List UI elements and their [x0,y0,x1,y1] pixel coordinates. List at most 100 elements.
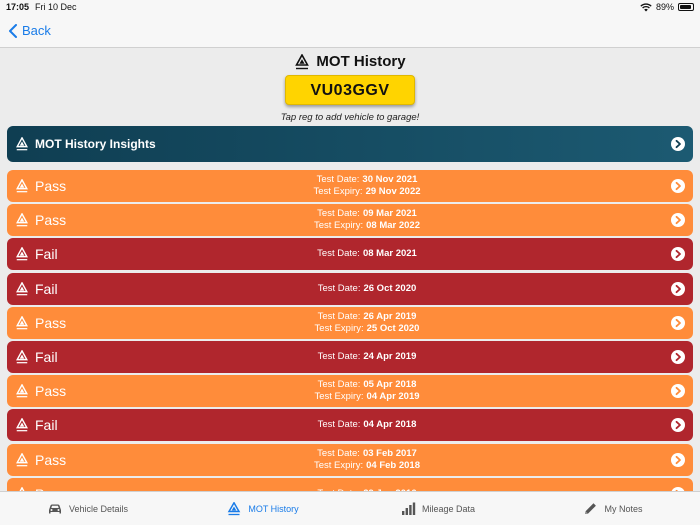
test-date-value: 09 Mar 2021 [362,208,417,220]
chevron-circle-right-icon [671,418,685,433]
tab-label: MOT History [248,503,299,514]
insights-label: MOT History Insights [35,137,156,151]
mot-icon [16,179,28,193]
battery-fill [680,5,691,9]
mot-logo-icon [295,53,310,69]
test-result: Pass [35,178,67,194]
pencil-icon [585,502,597,514]
test-date-label: Test Date: [316,174,360,185]
mot-icon [16,247,28,261]
test-dates: Test Date: 05 Apr 2018 Test Expiry: 04 Apr … [297,379,437,403]
battery-percent: 89% [655,2,674,12]
test-date-value: 04 Apr 2018 [363,419,417,431]
mot-test-row[interactable]: Pass Test Date: 09 Mar 2021 Test Expiry: 08 … [7,204,693,237]
mot-icon [16,452,28,466]
nav-bar: Back [0,14,700,48]
test-dates: Test Date: 30 Nov 2021 Test Expiry: 29 Nov … [297,174,437,198]
back-button[interactable]: Back [8,23,51,38]
test-expiry-value: 29 Nov 2022 [365,186,421,197]
mot-test-row[interactable]: Pass Test Date: 03 Feb 2017 Test Expiry: 04 … [7,443,693,476]
mot-icon [16,384,28,398]
test-date-label: Test Date: [317,488,360,491]
tab-bar: Vehicle Details MOT History Mileage Data… [0,491,700,525]
mot-test-list[interactable]: Pass Test Date: 30 Nov 2021 Test Expiry: 29 … [7,170,693,491]
test-expiry-label: Test Expiry: [313,186,363,197]
test-expiry-value: 25 Oct 2020 [366,322,420,334]
test-expiry-value: 04 Feb 2018 [366,459,420,471]
test-date-label: Test Date: [317,208,360,220]
chevron-circle-right-icon [671,486,685,491]
test-expiry-label: Test Expiry: [314,220,364,232]
test-date-label: Test Date: [317,282,361,294]
test-date-label: Test Date: [317,419,361,431]
test-date-value: 30 Nov 2021 [362,174,418,185]
test-date-value: 24 Apr 2019 [363,350,417,362]
car-icon [48,504,61,513]
test-date-value: 26 Apr 2019 [363,310,417,322]
chevron-circle-right-icon [671,384,685,399]
test-result: Fail [35,280,58,297]
mot-test-row[interactable]: Fail Test Date: 24 Apr 2019 [7,340,693,373]
chevron-circle-right-icon [671,349,685,364]
chevron-circle-right-icon [671,452,685,467]
tab-my-notes[interactable]: My Notes [525,492,700,525]
registration-plate[interactable]: VU03GGV [285,75,415,105]
test-expiry-label: Test Expiry: [314,391,364,403]
status-time: 17:05 [6,2,30,12]
mot-test-row[interactable]: Fail Test Date: 08 Mar 2021 [7,238,693,271]
test-expiry-value: 08 Mar 2022 [366,220,420,232]
mot-icon [16,213,28,227]
test-date-value: 29 Jan 2016 [363,488,416,491]
chevron-circle-right-icon [671,281,685,296]
test-dates: Test Date:29 Jan 2016 [297,488,437,491]
test-expiry-label: Test Expiry: [314,459,364,471]
mot-test-row[interactable]: Pass Test Date: 30 Nov 2021 Test Expiry: 29 … [7,170,693,202]
test-date-value: 26 Oct 2020 [363,282,417,294]
test-result: Fail [35,246,58,263]
test-dates: Test Date: 03 Feb 2017 Test Expiry: 04 Feb … [297,448,437,472]
chevron-circle-right-icon [671,315,685,330]
tab-mot-history[interactable]: MOT History [175,492,350,525]
test-result: Pass [35,212,67,229]
test-dates: Test Date: 08 Mar 2021 [297,248,437,260]
mot-icon [16,281,28,295]
test-date-value: 05 Apr 2018 [363,379,417,391]
test-result: Fail [35,417,58,434]
test-date-label: Test Date: [317,310,361,322]
mot-icon [16,137,28,151]
status-date: Fri 10 Dec [35,2,77,12]
tab-vehicle-details[interactable]: Vehicle Details [0,492,175,525]
test-result: Fail [35,348,58,365]
mot-icon [16,349,28,364]
chevron-circle-right-icon [671,213,685,228]
bar-chart-icon [401,502,416,515]
test-result: Pass [35,314,67,331]
battery-icon [678,3,694,11]
test-expiry-value: 04 Apr 2019 [366,391,420,403]
chevron-left-icon [9,23,17,38]
page-header: MOT History VU03GGV Tap reg to add vehic… [0,48,700,126]
test-date-value: 08 Mar 2021 [362,248,417,260]
chevron-circle-right-icon [671,179,685,193]
mot-test-row[interactable]: Pass Test Date: 05 Apr 2018 Test Expiry: 04 … [7,375,693,408]
test-expiry-label: Test Expiry: [314,322,364,334]
test-date-label: Test Date: [317,350,361,362]
mot-icon [16,315,28,330]
mot-test-row[interactable]: Fail Test Date: 04 Apr 2018 [7,409,693,442]
back-label: Back [22,23,51,38]
mot-test-row[interactable]: Pass Test Date:29 Jan 2016 [7,477,693,491]
tab-label: My Notes [604,503,643,514]
tab-mileage-data[interactable]: Mileage Data [350,492,525,525]
test-dates: Test Date: 26 Oct 2020 [297,283,437,295]
mot-test-row[interactable]: Pass Test Date: 26 Apr 2019 Test Expiry: 25 … [7,306,693,339]
page-title: MOT History [0,53,700,70]
wifi-icon [640,2,652,11]
test-date-label: Test Date: [317,379,361,391]
mot-icon [228,501,241,515]
mot-test-row[interactable]: Fail Test Date: 26 Oct 2020 [7,272,693,305]
mot-icon [16,418,28,432]
tab-label: Vehicle Details [68,503,129,514]
test-dates: Test Date: 24 Apr 2019 [297,351,437,363]
mot-insights-button[interactable]: MOT History Insights [7,126,693,162]
status-right: 89% [640,2,694,12]
